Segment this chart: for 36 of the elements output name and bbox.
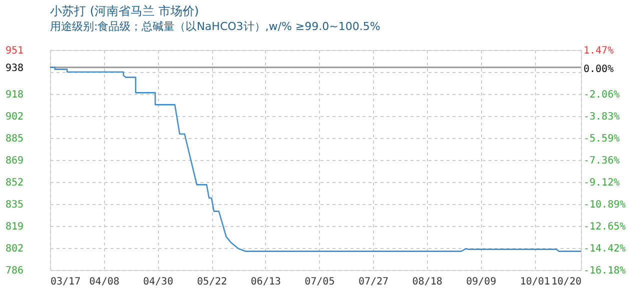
chart-title: 小苏打 (河南省马兰 市场价) [50, 4, 199, 18]
line-series [50, 66, 581, 252]
y-tick-label: 786 [6, 266, 24, 276]
y2-tick-label: -5.59% [584, 134, 620, 144]
y-tick-label: 869 [6, 156, 24, 166]
x-tick-label: 06/13 [250, 276, 281, 288]
y2-tick-label: -12.65% [584, 222, 626, 232]
y2-tick-label: -2.06% [584, 90, 620, 100]
y-tick-label: 951 [6, 46, 24, 56]
y2-tick-label: -14.42% [584, 244, 626, 255]
y2-tick-label: -9.12% [584, 178, 620, 188]
x-tick-label: 07/05 [304, 276, 335, 288]
x-tick-label: 07/27 [358, 276, 389, 288]
y-tick-label: 802 [6, 244, 24, 254]
x-tick-label: 09/09 [466, 276, 496, 288]
y-tick-label: 902 [6, 112, 24, 122]
y-tick-label: 819 [6, 222, 24, 232]
y2-tick-label: -16.18% [584, 266, 626, 276]
x-tick-label: 05/22 [196, 276, 228, 288]
y-tick-label: 852 [6, 178, 24, 188]
y2-tick-label: 0.00% [584, 64, 614, 75]
y2-tick-label: -10.89% [584, 200, 626, 211]
y-tick-label: 938 [6, 62, 24, 74]
x-tick-label: 10/20 [551, 276, 582, 288]
chart-subtitle: 用途级别:食品级；总碱量（以NaHCO3计）,w/% ≥99.0~100.5% [50, 20, 380, 33]
y-tick-label: 835 [6, 200, 24, 210]
y-tick-label: 885 [6, 134, 24, 144]
y2-tick-label: -3.83% [584, 112, 620, 123]
x-tick-label: 04/08 [89, 276, 120, 288]
x-tick-label: 10/01 [520, 276, 550, 288]
x-tick-label: 04/30 [143, 276, 174, 288]
y2-tick-label: 1.47% [584, 46, 614, 56]
y2-tick-label: -7.36% [584, 156, 620, 167]
y-tick-label: 918 [6, 90, 24, 100]
x-tick-label: 08/18 [412, 276, 442, 288]
x-tick-label: 03/17 [50, 276, 81, 288]
